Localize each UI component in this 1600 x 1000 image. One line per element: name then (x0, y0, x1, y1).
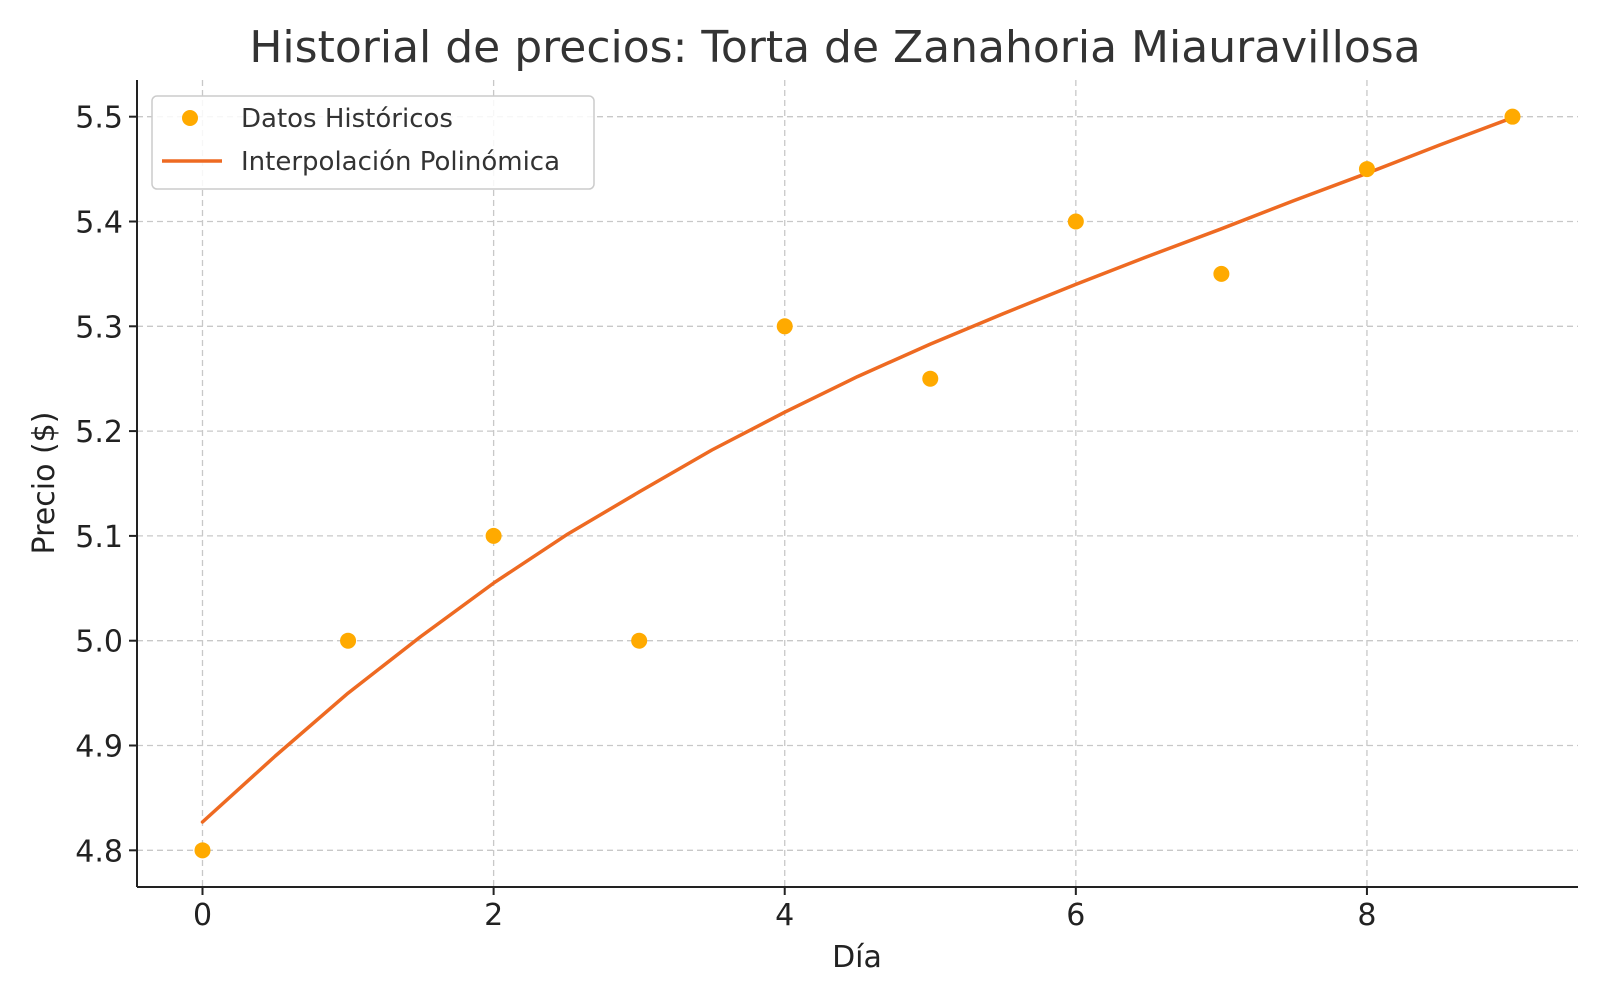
data-point (1213, 265, 1230, 282)
x-axis-label: Día (832, 940, 882, 975)
legend-marker-datos (182, 110, 198, 126)
x-axis-ticks: 0 2 4 6 8 (193, 887, 1376, 933)
data-point (922, 370, 939, 387)
x-tick-label: 6 (1066, 898, 1085, 933)
x-tick-label: 0 (193, 898, 212, 933)
legend-label-datos: Datos Históricos (241, 104, 453, 134)
y-tick-label: 4.8 (75, 834, 123, 869)
data-point (1504, 108, 1521, 125)
data-point (1067, 213, 1084, 230)
data-point (776, 318, 793, 335)
y-tick-label: 5.0 (75, 625, 123, 660)
data-point (194, 842, 211, 859)
legend-label-interpolacion: Interpolación Polinómica (241, 147, 560, 177)
x-tick-label: 8 (1357, 898, 1376, 933)
grid (137, 80, 1578, 887)
legend: Datos Históricos Interpolación Polinómic… (151, 95, 595, 190)
y-tick-label: 5.5 (75, 101, 123, 136)
y-tick-label: 4.9 (75, 730, 123, 765)
y-tick-label: 5.3 (75, 310, 123, 345)
fit-line-layer (200, 115, 1515, 824)
data-point (340, 632, 357, 649)
y-tick-label: 5.4 (75, 205, 123, 240)
y-axis-ticks: 4.8 4.9 5.0 5.1 5.2 5.3 5.4 5.5 (75, 101, 137, 869)
x-tick-label: 2 (484, 898, 503, 933)
data-points-layer (194, 108, 1521, 859)
y-tick-label: 5.2 (75, 415, 123, 450)
x-tick-label: 4 (775, 898, 794, 933)
data-point (1358, 161, 1375, 178)
legend-box (151, 95, 595, 190)
data-point (485, 527, 502, 544)
y-tick-label: 5.1 (75, 520, 123, 555)
interpolation-line (200, 115, 1515, 824)
y-axis-label: Precio ($) (27, 412, 62, 555)
chart-title: Historial de precios: Torta de Zanahoria… (249, 22, 1420, 73)
data-point (631, 632, 648, 649)
